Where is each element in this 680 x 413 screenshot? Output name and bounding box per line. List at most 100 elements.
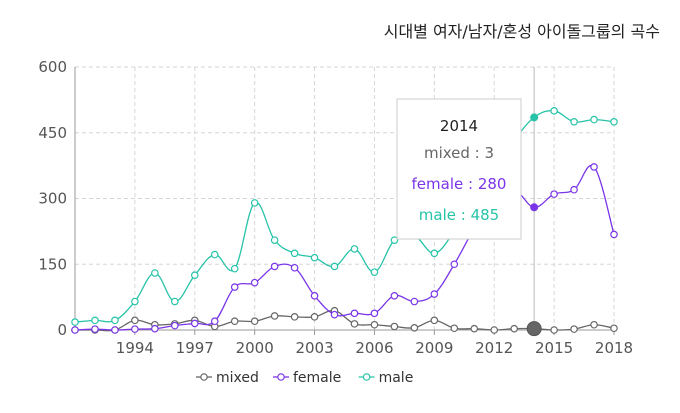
female-point <box>410 297 419 306</box>
mixed-point <box>131 316 139 325</box>
male-point <box>290 249 299 258</box>
male-point <box>310 253 319 262</box>
male-point <box>230 264 239 273</box>
male-point <box>610 117 618 126</box>
female-point <box>171 321 179 330</box>
series-layer <box>71 107 618 334</box>
male-point <box>71 318 79 326</box>
female-point <box>151 324 159 333</box>
axes: 0 150 300 450 600 1994 1997 2000 2003 2006 2009 201… <box>38 58 633 357</box>
male-point <box>91 316 99 325</box>
male-point <box>210 250 219 259</box>
female-point <box>570 185 578 194</box>
mixed-point <box>450 324 459 333</box>
male-point <box>370 268 379 276</box>
male-point <box>270 236 279 244</box>
legend-swatch-marker <box>277 373 285 381</box>
legend-item-mixed[interactable]: mixed <box>196 370 259 386</box>
mixed-point <box>390 322 399 331</box>
legend-swatch-marker <box>362 373 371 381</box>
male-point <box>171 297 179 306</box>
mixed-point <box>610 324 618 333</box>
x-tick-label: 2006 <box>355 339 393 357</box>
male-point <box>350 245 359 253</box>
male-point <box>131 297 139 306</box>
y-tick-label: 0 <box>57 321 67 339</box>
male-highlight-point <box>530 113 539 122</box>
female-point <box>210 317 219 326</box>
mixed-point <box>250 317 259 326</box>
legend-item-female[interactable]: female <box>273 370 341 386</box>
female-point <box>290 263 299 272</box>
female-point <box>550 190 558 198</box>
male-point <box>190 271 199 280</box>
mixed-point <box>590 320 598 329</box>
y-tick-label: 300 <box>38 190 67 208</box>
y-tick-label: 600 <box>38 58 67 76</box>
series-female <box>71 163 618 334</box>
male-point <box>330 262 339 271</box>
chart-title: 시대별 여자/남자/혼성 아이돌그룹의 곡수 <box>384 22 660 41</box>
tooltip-box <box>396 98 522 240</box>
tooltip-line-1: female : 280 <box>412 175 507 193</box>
mixed-point <box>470 324 479 333</box>
tooltip-title: 2014 <box>440 117 478 135</box>
female-point <box>330 310 339 319</box>
female-point <box>111 326 119 334</box>
female-point <box>270 262 279 271</box>
male-point <box>590 115 598 124</box>
male-line <box>74 110 615 323</box>
female-point <box>91 325 99 333</box>
highlight-layer <box>526 113 542 337</box>
legend[interactable]: mixed female male <box>196 370 413 386</box>
mixed-point <box>370 320 379 329</box>
legend-label: female <box>293 370 341 386</box>
female-point <box>610 230 618 239</box>
female-point <box>390 292 399 300</box>
female-line <box>74 164 615 331</box>
female-point <box>350 309 359 318</box>
tooltip: 2014 mixed : 3 female : 280 male : 485 <box>396 98 522 240</box>
male-point <box>430 249 439 258</box>
legend-item-male[interactable]: male <box>358 370 414 386</box>
y-tick-label: 450 <box>38 124 67 142</box>
female-point <box>370 309 379 318</box>
mixed-point <box>550 326 558 334</box>
y-tick-label: 150 <box>38 255 67 273</box>
female-point <box>190 319 199 328</box>
female-point <box>310 292 319 300</box>
x-tick-label: 1994 <box>116 339 154 357</box>
mixed-line <box>75 309 615 332</box>
female-point <box>590 163 598 171</box>
tooltip-line-2: male : 485 <box>419 206 499 224</box>
mixed-point <box>350 320 359 328</box>
x-tick-label: 2012 <box>475 339 513 357</box>
male-point <box>390 236 399 244</box>
mixed-point <box>230 317 239 326</box>
mixed-point <box>410 324 419 332</box>
male-point <box>250 199 259 207</box>
male-point <box>151 269 159 277</box>
x-tick-label: 2000 <box>236 339 274 357</box>
female-highlight-point <box>530 203 539 212</box>
female-point <box>430 290 439 298</box>
female-point <box>71 326 79 334</box>
female-point <box>450 260 459 269</box>
legend-label: mixed <box>216 370 259 386</box>
legend-swatch-marker <box>200 373 208 381</box>
legend-label: male <box>379 370 414 386</box>
x-tick-label: 2018 <box>595 339 633 357</box>
female-point <box>131 325 139 333</box>
mixed-point <box>430 316 439 325</box>
mixed-point <box>570 325 578 333</box>
x-tick-label: 1997 <box>176 339 214 357</box>
mixed-highlight-point <box>526 321 542 337</box>
male-point <box>570 117 578 126</box>
series-male <box>71 107 618 326</box>
female-point <box>250 278 259 287</box>
x-tick-label: 2003 <box>295 339 333 357</box>
tooltip-line-0: mixed : 3 <box>424 144 494 162</box>
mixed-point <box>290 313 299 321</box>
mixed-point <box>490 326 499 334</box>
